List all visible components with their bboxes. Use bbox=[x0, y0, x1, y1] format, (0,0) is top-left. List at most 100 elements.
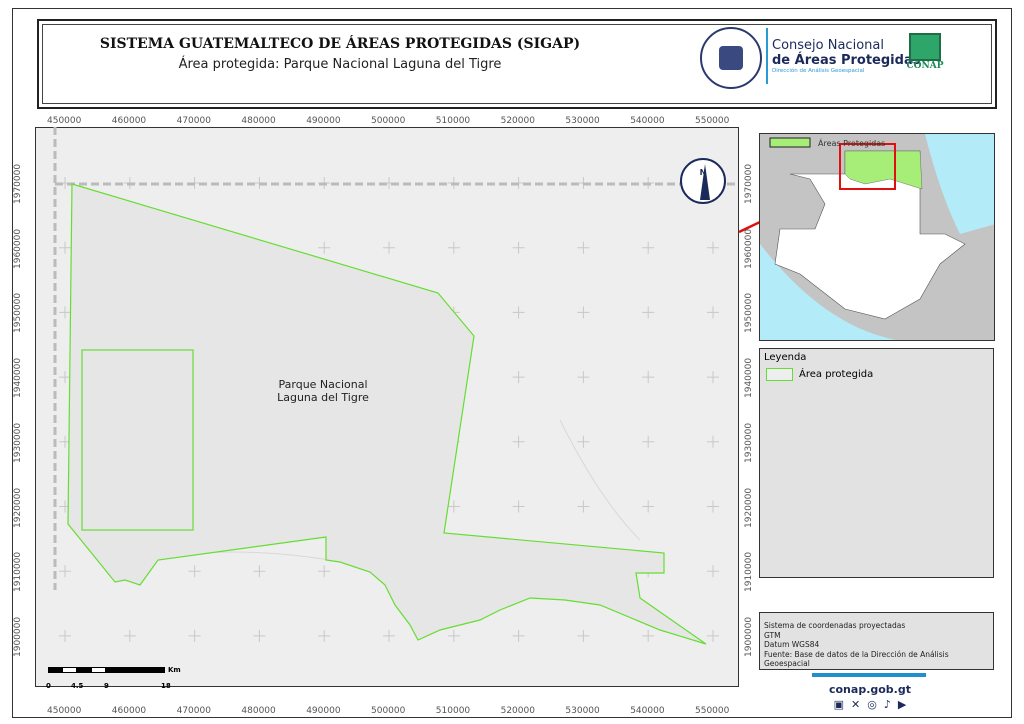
grid-cross bbox=[253, 565, 266, 578]
legend-panel: Leyenda Área protegida bbox=[759, 348, 994, 578]
y-tick-label-right: 1900000 bbox=[744, 616, 754, 657]
inset-locator-map: Áreas Protegidas bbox=[759, 133, 995, 341]
grid-cross bbox=[642, 306, 655, 319]
y-tick-label-left: 1940000 bbox=[13, 358, 23, 399]
grid-cross bbox=[188, 565, 201, 578]
x-tick-label-bottom: 470000 bbox=[176, 706, 211, 716]
tiktok-icon[interactable]: ♪ bbox=[883, 698, 891, 711]
y-tick-label-left: 1900000 bbox=[13, 616, 23, 657]
grid-cross bbox=[447, 629, 460, 642]
inset-pointer-line bbox=[738, 220, 761, 234]
scale-unit: Km bbox=[168, 666, 181, 674]
y-tick-label-right: 1970000 bbox=[744, 163, 754, 204]
y-tick-label-right: 1910000 bbox=[744, 552, 754, 593]
header-box bbox=[37, 19, 997, 109]
y-tick-label-left: 1930000 bbox=[13, 422, 23, 463]
youtube-icon[interactable]: ▶ bbox=[897, 698, 907, 711]
grid-cross bbox=[383, 241, 395, 254]
social-icons: ▣ ✕ ◎ ♪ ▶ bbox=[790, 698, 950, 711]
grid-cross bbox=[707, 629, 719, 642]
x-tick-label-bottom: 460000 bbox=[111, 706, 147, 716]
grid-cross bbox=[707, 241, 719, 254]
grid-cross bbox=[447, 241, 460, 254]
x-tick-label-bottom: 480000 bbox=[241, 706, 276, 716]
x-icon[interactable]: ✕ bbox=[851, 698, 861, 711]
x-tick-label-top: 550000 bbox=[695, 116, 730, 126]
x-tick-label-top: 450000 bbox=[47, 116, 82, 126]
grid-cross bbox=[318, 241, 331, 254]
grid-cross bbox=[642, 371, 655, 384]
y-tick-label-left: 1920000 bbox=[13, 487, 23, 528]
grid-cross bbox=[512, 371, 525, 384]
instagram-icon[interactable]: ◎ bbox=[867, 698, 877, 711]
grid-cross bbox=[318, 565, 331, 578]
grid-crosses bbox=[59, 177, 719, 642]
area-label: Parque Nacional Laguna del Tigre bbox=[277, 378, 369, 404]
x-tick-label-bottom: 510000 bbox=[435, 706, 471, 716]
protected-area-boundary bbox=[67, 183, 707, 645]
x-tick-label-bottom: 450000 bbox=[47, 706, 82, 716]
page-border bbox=[12, 8, 1012, 718]
north-arrow: N bbox=[680, 158, 726, 204]
y-tick-label-left: 1960000 bbox=[13, 228, 23, 269]
grid-cross bbox=[512, 435, 525, 448]
page-title: SISTEMA GUATEMALTECO DE ÁREAS PROTEGIDAS… bbox=[99, 36, 581, 52]
facebook-icon[interactable]: ▣ bbox=[833, 698, 845, 711]
y-tick-label-right: 1960000 bbox=[744, 228, 754, 269]
grid-cross bbox=[59, 565, 71, 578]
legend-item: Área protegida bbox=[760, 366, 993, 383]
grid-cross bbox=[577, 435, 590, 448]
x-tick-label-top: 520000 bbox=[500, 116, 535, 126]
x-tick-label-top: 510000 bbox=[435, 116, 471, 126]
grid-cross bbox=[642, 629, 655, 642]
grid-cross bbox=[577, 500, 590, 513]
y-tick-label-right: 1940000 bbox=[744, 358, 754, 399]
page-subtitle: Área protegida: Parque Nacional Laguna d… bbox=[178, 57, 502, 72]
x-tick-label-top: 500000 bbox=[371, 116, 406, 126]
x-tick-label-top: 480000 bbox=[241, 116, 276, 126]
grid-cross bbox=[188, 629, 201, 642]
y-tick-label-right: 1920000 bbox=[744, 487, 754, 528]
conap-org-name: Consejo Nacional de Áreas Protegidas Dir… bbox=[772, 38, 921, 74]
x-tick-label-top: 530000 bbox=[565, 116, 600, 126]
conap-logo: CONAP bbox=[905, 33, 945, 75]
x-tick-label-bottom: 530000 bbox=[565, 706, 600, 716]
grid-cross bbox=[707, 371, 719, 384]
grid-cross bbox=[59, 371, 71, 384]
grid-cross bbox=[383, 629, 395, 642]
grid-cross bbox=[59, 241, 71, 254]
guatemala-seal-logo bbox=[700, 27, 762, 89]
scale-bar bbox=[48, 667, 165, 673]
scale-label: 4.5 bbox=[71, 682, 84, 690]
legend-title: Leyenda bbox=[764, 352, 807, 363]
legend-swatch bbox=[766, 368, 793, 381]
grid-cross bbox=[707, 306, 719, 319]
x-tick-label-top: 470000 bbox=[176, 116, 211, 126]
scale-label: 9 bbox=[104, 682, 109, 690]
x-tick-label-top: 460000 bbox=[111, 116, 147, 126]
x-tick-label-bottom: 520000 bbox=[500, 706, 535, 716]
grid-cross bbox=[642, 241, 655, 254]
y-tick-label-right: 1930000 bbox=[744, 422, 754, 463]
logo-divider bbox=[766, 28, 768, 84]
grid-cross bbox=[318, 629, 331, 642]
grid-cross bbox=[707, 565, 719, 578]
x-tick-label-bottom: 540000 bbox=[630, 706, 665, 716]
website-link[interactable]: conap.gob.gt bbox=[828, 683, 911, 696]
grid-cross bbox=[642, 500, 655, 513]
road-dashed bbox=[53, 127, 738, 590]
y-tick-label-left: 1970000 bbox=[13, 163, 23, 204]
grid-cross bbox=[59, 306, 71, 319]
scale-label: 0 bbox=[46, 682, 51, 690]
grid-cross bbox=[707, 435, 719, 448]
inset-legend-label: Áreas Protegidas bbox=[818, 137, 885, 148]
grid-cross bbox=[577, 306, 590, 319]
header-inner-box bbox=[42, 24, 992, 104]
grid-cross bbox=[512, 241, 525, 254]
x-tick-label-top: 490000 bbox=[306, 116, 341, 126]
footer-bar bbox=[812, 673, 926, 677]
x-tick-label-bottom: 500000 bbox=[371, 706, 406, 716]
grid-cross bbox=[512, 306, 525, 319]
info-panel: Sistema de coordenadas proyectadas GTM D… bbox=[759, 612, 994, 670]
grid-cross bbox=[577, 371, 590, 384]
